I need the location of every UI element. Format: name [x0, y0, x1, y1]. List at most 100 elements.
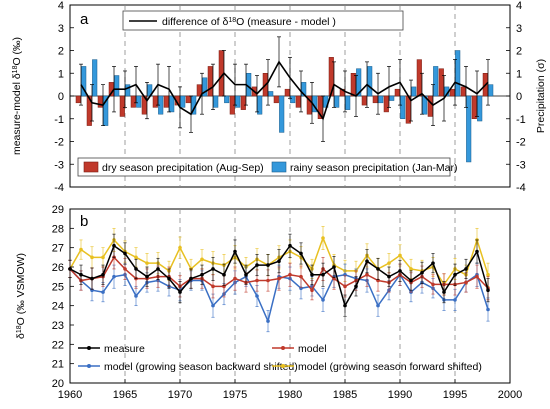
dry-bar — [196, 84, 202, 97]
dry-bar — [471, 95, 477, 119]
rainy-bar — [103, 95, 109, 126]
y-tick-label: 23 — [52, 320, 64, 332]
rainy-bar — [224, 95, 230, 104]
dry-bar — [207, 66, 213, 97]
rainy-bar — [455, 50, 461, 97]
rainy-bar — [334, 95, 340, 108]
rainy-bar — [235, 95, 241, 108]
series-point — [475, 274, 479, 279]
y-tick-label: 22 — [52, 339, 64, 351]
series-point — [409, 267, 413, 271]
dry-bar — [306, 95, 312, 115]
x-tick-label: 1995 — [443, 389, 467, 401]
series-point — [101, 255, 105, 260]
y2-tick-label: -2 — [516, 137, 526, 149]
series-point — [453, 298, 457, 302]
y2-tick-label: 2 — [516, 46, 522, 58]
dry-bar — [97, 95, 103, 108]
rainy-bar — [202, 77, 208, 97]
series-point — [200, 272, 204, 277]
series-point — [101, 290, 105, 294]
series-point — [398, 269, 402, 273]
series-point — [409, 278, 413, 283]
series-point — [79, 247, 83, 252]
panel-a-y2-axis-label: Precipitation (σ) — [535, 59, 547, 133]
dry-bar — [86, 95, 92, 126]
y2-tick-label: 3 — [516, 23, 522, 35]
series-point — [321, 236, 325, 240]
y-tick-label: 28 — [52, 223, 64, 235]
rainy-bar — [466, 95, 472, 163]
series-point — [266, 263, 270, 267]
panel-a-y-axis-label: measure-model δ18O (‰) — [11, 37, 23, 155]
y-tick-label: 29 — [52, 204, 64, 216]
series-point — [376, 303, 380, 308]
dry-bar — [427, 95, 433, 117]
rainy-bar — [180, 95, 186, 108]
series-point — [68, 267, 72, 271]
series-point — [299, 274, 303, 279]
dry-bar — [218, 50, 224, 97]
rainy-bar — [213, 95, 219, 108]
series-point — [486, 272, 490, 277]
dry-bar — [460, 86, 466, 97]
dry-bar — [438, 68, 444, 97]
legend-marker — [87, 346, 91, 350]
dry-bar — [75, 95, 81, 104]
legend-label: model — [298, 343, 327, 355]
series-point — [211, 267, 215, 271]
legend-marker — [281, 364, 285, 368]
dry-bar — [416, 59, 422, 97]
series-point — [464, 280, 468, 285]
y-tick-label: 24 — [52, 301, 64, 313]
rainy-bar — [125, 84, 131, 97]
series-point — [123, 267, 127, 271]
y2-tick-label: 0 — [516, 91, 522, 103]
series-point — [288, 243, 292, 248]
dry-bar — [328, 57, 334, 97]
rainy-bar — [400, 95, 406, 119]
series-point — [79, 272, 83, 277]
legend-label: measure — [104, 343, 145, 355]
panel-a-bar-legend-box — [77, 157, 451, 177]
series-point — [112, 274, 116, 279]
series-point — [387, 274, 391, 279]
y-tick-label: 27 — [52, 243, 64, 255]
x-tick-label: 1960 — [58, 389, 82, 401]
series-point — [134, 267, 138, 271]
y-tick-label: -1 — [54, 114, 64, 126]
series-point — [387, 261, 391, 265]
series-point — [442, 290, 446, 294]
y-tick-label: 21 — [52, 359, 64, 371]
series-point — [453, 272, 457, 277]
panel-b: b 20 21 22 23 24 25 26 27 28 29 1960 1965 1970 1975 1… — [15, 204, 522, 401]
series-point — [178, 245, 182, 250]
series-point — [90, 255, 94, 260]
series-point — [321, 298, 325, 302]
rainy-bar — [169, 95, 175, 113]
panel-b-y-axis-label: δ18O (‰ VSMOW) — [15, 253, 27, 339]
dry-bar — [317, 95, 323, 119]
series-point — [354, 284, 358, 289]
series-point — [475, 249, 479, 254]
legend-rainy-label: rainy season precipitation (Jan-Mar) — [290, 162, 458, 174]
dry-bar — [119, 95, 125, 117]
series-point — [211, 303, 215, 308]
series-point — [332, 265, 336, 269]
series-point — [156, 267, 160, 271]
series-point — [431, 261, 435, 265]
series-point — [277, 259, 281, 264]
series-point — [233, 249, 237, 254]
y-tick-label: 2 — [58, 46, 64, 58]
dry-bar — [383, 95, 389, 113]
y2-tick-label: -3 — [516, 159, 526, 171]
rainy-bar — [411, 86, 417, 97]
x-tick-label: 2000 — [498, 389, 522, 401]
legend-marker — [281, 346, 285, 350]
series-point — [321, 272, 325, 277]
rainy-bar — [257, 95, 263, 115]
rainy-bar — [433, 66, 439, 97]
x-tick-label: 1970 — [168, 389, 192, 401]
difference-line — [80, 60, 489, 121]
